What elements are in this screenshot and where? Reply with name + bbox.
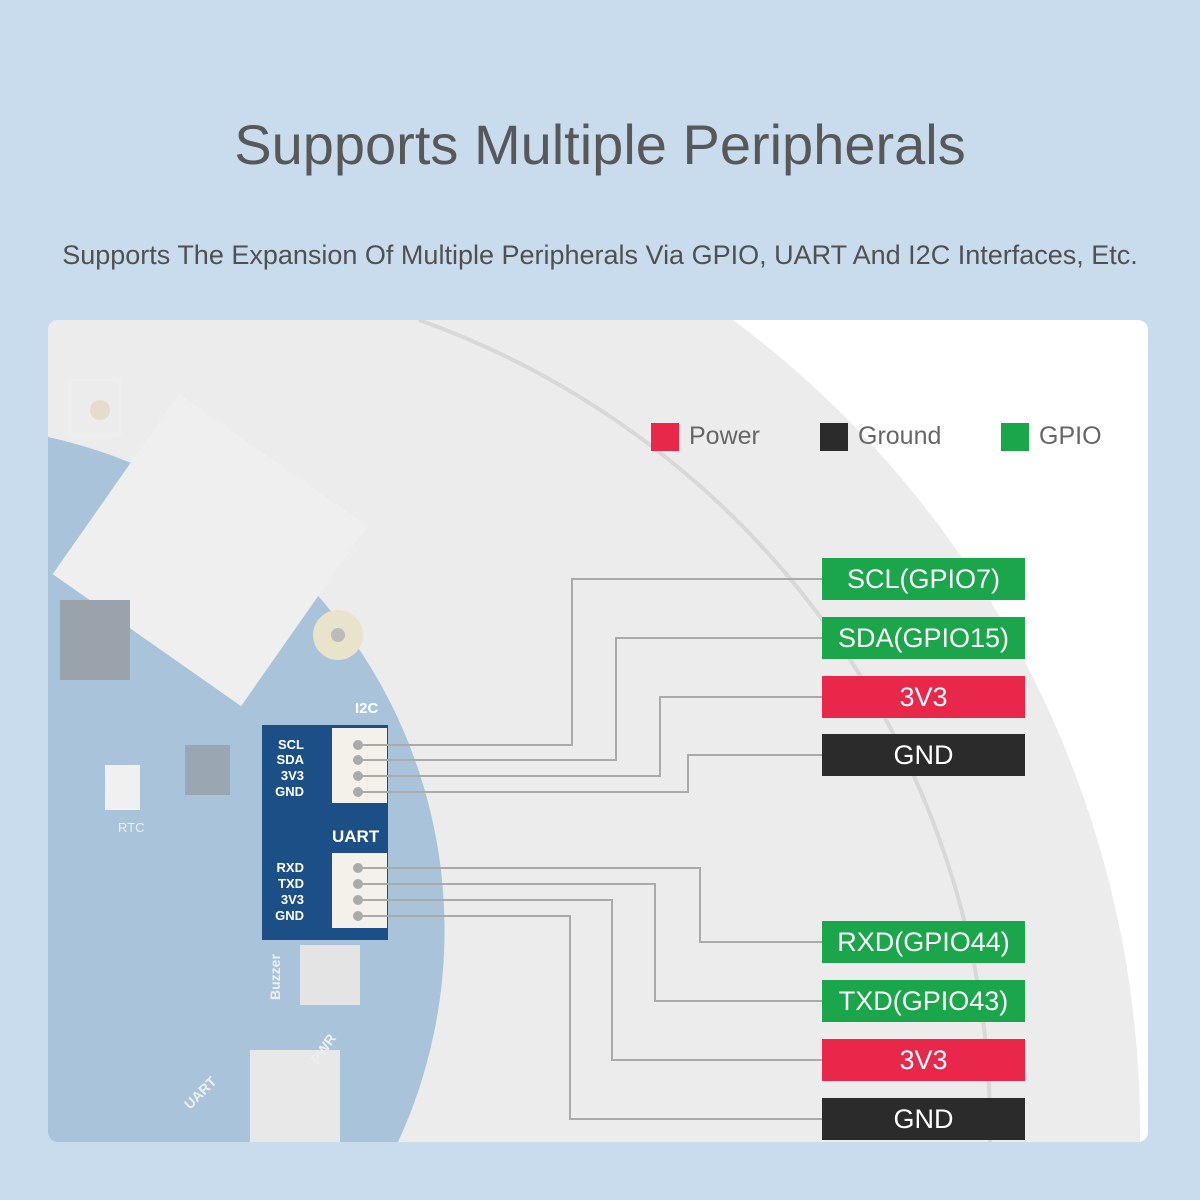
- i2c-pin-gnd: GND: [822, 734, 1025, 776]
- board-pin-label: SDA: [277, 752, 305, 767]
- ground-swatch: [820, 422, 848, 451]
- connector-pin: [353, 895, 363, 905]
- connector-pin: [353, 787, 363, 797]
- board-pin-label: SCL: [278, 737, 304, 752]
- board-pin-label: 3V3: [281, 768, 304, 783]
- i2c-label: I2C: [355, 700, 379, 717]
- wire: [358, 883, 822, 1002]
- page-subtitle: Supports The Expansion Of Multiple Perip…: [62, 240, 1138, 270]
- connector-pin: [353, 755, 363, 765]
- connector-pin: [353, 771, 363, 781]
- legend-gpio: GPIO: [1001, 422, 1102, 451]
- uart-pin-txdgpio43: TXD(GPIO43): [822, 980, 1025, 1022]
- uart-pin-gnd: GND: [822, 1098, 1025, 1140]
- wire: [358, 637, 822, 761]
- sd-card-slot: [52, 393, 368, 707]
- connector-pin: [353, 740, 363, 750]
- wire: [358, 696, 822, 777]
- legend-ground: Ground: [820, 422, 941, 451]
- gpio-swatch: [1001, 422, 1029, 451]
- connector-pin: [353, 911, 363, 921]
- wire: [358, 867, 822, 943]
- board-pin-label: RXD: [277, 860, 304, 875]
- legend-power: Power: [651, 422, 760, 451]
- connector-pin: [353, 863, 363, 873]
- board-pin-label: GND: [275, 908, 304, 923]
- uart-label: UART: [332, 827, 380, 846]
- power-swatch: [651, 422, 679, 451]
- wire: [358, 899, 822, 1061]
- wire: [358, 754, 822, 793]
- wire: [358, 578, 822, 746]
- wire: [358, 915, 822, 1120]
- board-pin-label: 3V3: [281, 892, 304, 907]
- i2c-pin-sdagpio15: SDA(GPIO15): [822, 617, 1025, 659]
- board-pin-label: TXD: [278, 876, 304, 891]
- uart-pin-3v3: 3V3: [822, 1039, 1025, 1081]
- i2c-pin-3v3: 3V3: [822, 676, 1025, 718]
- page-title: Supports Multiple Peripherals: [234, 113, 966, 176]
- connector-pin: [353, 879, 363, 889]
- chip: [60, 600, 130, 680]
- i2c-pin-sclgpio7: SCL(GPIO7): [822, 558, 1025, 600]
- board-pin-label: GND: [275, 784, 304, 799]
- uart-pin-rxdgpio44: RXD(GPIO44): [822, 921, 1025, 963]
- silk-buzzer: Buzzer: [267, 954, 283, 1000]
- silk-rtc: RTC: [118, 820, 144, 835]
